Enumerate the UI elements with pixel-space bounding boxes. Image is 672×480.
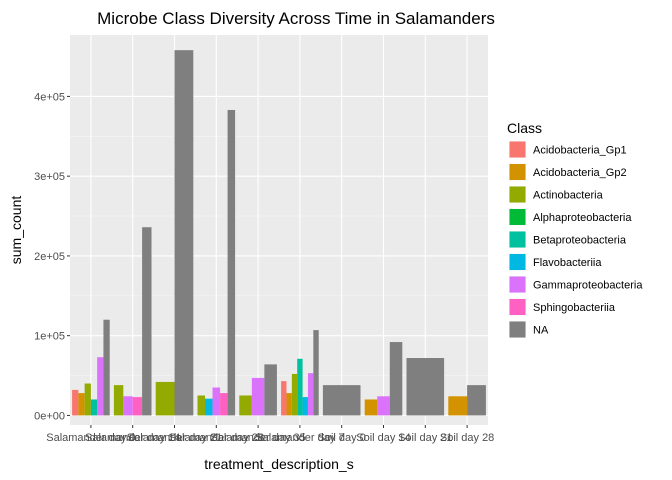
bar [220,393,228,416]
legend-swatch [509,186,526,203]
x-tick-label: Soil day 21 [398,432,452,444]
bar [291,373,298,416]
bar [239,395,252,416]
legend: Class Acidobacteria_Gp1 Acidobacteria_Gp2… [507,120,643,338]
bar [212,387,221,416]
x-tick-label: Salamander day 28 [169,432,264,444]
legend-item-label: Gammaproteobacteria [533,280,643,292]
y-tick-label: 0e+00 [34,410,65,422]
bar [448,396,468,416]
legend-swatch [509,276,526,293]
bar [155,381,175,416]
bar [174,50,194,416]
bar [406,358,445,416]
x-tick-label: Salamander day 14 [85,432,180,444]
bar [286,393,292,416]
legend-item-label: Acidobacteria_Gp1 [533,145,627,157]
bar [264,364,277,416]
bar [313,330,319,416]
bar [197,395,206,416]
bar [281,381,287,416]
bar [377,396,390,416]
bar [90,399,98,416]
legend-item-label: Betaproteobacteria [533,235,627,247]
legend-swatch [509,141,526,158]
legend-item-label: NA [533,325,549,337]
y-tick-label: 2e+05 [34,251,65,263]
bar [113,385,124,416]
bar [84,383,91,416]
legend-item-label: Alphaproteobacteria [533,212,632,224]
legend-swatch [509,209,526,225]
bars [72,50,486,416]
bar [132,397,143,416]
x-tick-label: Salamander day 7 [255,432,344,444]
y-tick-label: 3e+05 [34,171,65,183]
bar [307,373,314,416]
chart-title: Microbe Class Diversity Across Time in S… [97,9,495,28]
x-tick-label: Soil day 28 [440,432,494,444]
x-tick-label: Salamander day 0 [46,432,135,444]
x-tick-label: Soil day 0 [318,432,366,444]
legend-swatch [509,231,526,248]
x-tick-label: Soil day 14 [356,432,410,444]
y-axis-title: sum_count [8,196,24,265]
y-tick-label: 4e+05 [34,91,65,103]
x-tick-label: Salamander day 35 [210,432,305,444]
legend-swatch [509,254,526,270]
bar [205,398,213,416]
y-axis: 0e+00 1e+05 2e+05 3e+05 4e+05 [34,91,70,422]
y-tick-label: 1e+05 [34,331,65,343]
bar [78,393,85,416]
bar [251,377,265,416]
bar [297,358,303,416]
bar [364,399,378,416]
bar [322,385,361,416]
bar [142,227,152,416]
bar [227,109,236,416]
legend-item-label: Sphingobacteriia [533,302,616,314]
bar [123,396,133,416]
legend-item-label: Actinobacteria [533,190,604,202]
legend-swatch [509,299,526,315]
bar [467,385,486,416]
x-tick-label: Salamander day 21 [127,432,222,444]
bar [72,389,79,416]
legend-item-label: Acidobacteria_Gp2 [533,167,627,179]
bar [389,342,403,416]
legend-item-label: Flavobacteriia [533,257,602,269]
bar [302,397,308,416]
x-axis-title: treatment_description_s [204,456,353,472]
legend-title: Class [507,120,542,136]
gridlines [70,35,488,425]
legend-swatch [509,164,526,180]
legend-swatch [509,321,526,338]
bar [103,319,110,416]
bar [97,357,104,416]
